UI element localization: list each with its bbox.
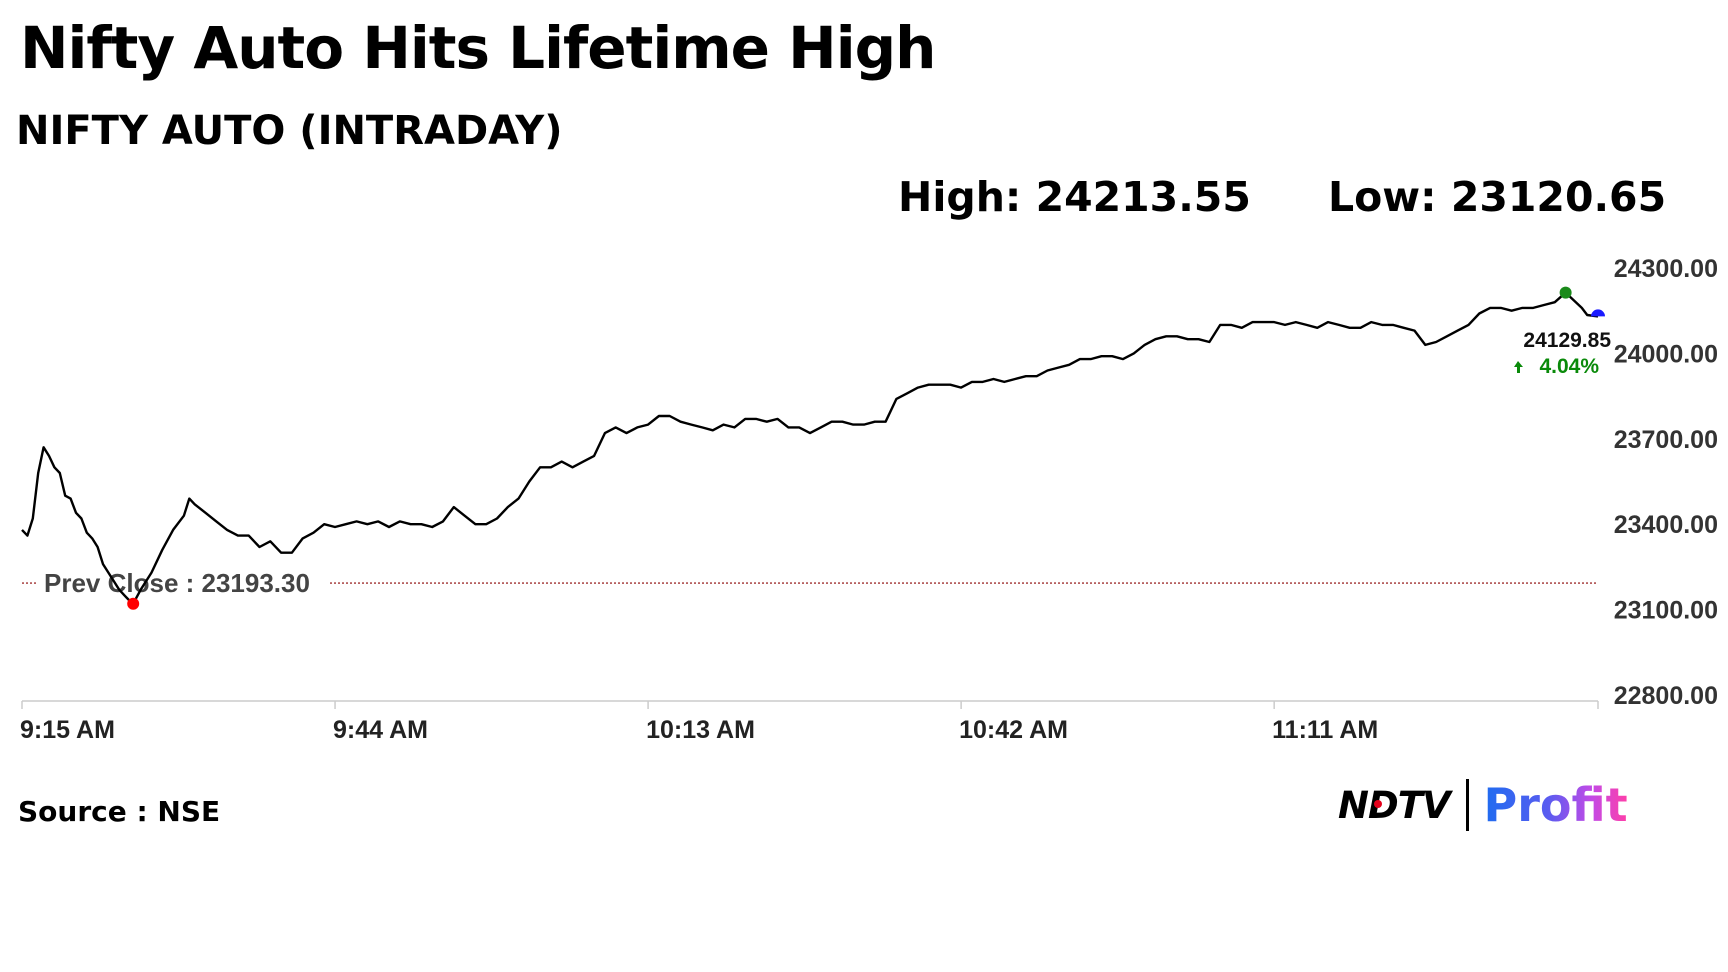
ndtv-wordmark-text: NDTV xyxy=(1338,783,1451,827)
last-value-label: 24129.85 xyxy=(1523,329,1611,352)
prev-close-label: Prev Close : 23193.30 xyxy=(44,568,310,598)
y-tick-label: 23400.00 xyxy=(1614,511,1718,539)
day-low-label: Low: 23120.65 xyxy=(1328,173,1667,221)
y-tick-label: 23100.00 xyxy=(1614,597,1718,625)
x-tick-label: 11:11 AM xyxy=(1272,716,1378,744)
x-tick-label: 10:13 AM xyxy=(646,716,755,744)
ndtv-wordmark: NDTV xyxy=(1338,783,1451,827)
logo-divider xyxy=(1466,779,1470,831)
up-arrow-icon xyxy=(1514,361,1523,373)
x-tick-label: 10:42 AM xyxy=(959,716,1068,744)
source-label: Source : NSE xyxy=(18,795,221,828)
y-tick-label: 22800.00 xyxy=(1614,682,1718,710)
day-low-marker xyxy=(127,597,140,610)
day-high-label: High: 24213.55 xyxy=(898,173,1251,221)
y-tick-label: 23700.00 xyxy=(1614,426,1718,454)
change-percent-label: 4.04% xyxy=(1539,355,1599,378)
profit-wordmark: Profit xyxy=(1483,778,1628,832)
x-tick-label: 9:44 AM xyxy=(333,716,428,744)
ndtv-profit-logo: NDTV Profit xyxy=(1338,778,1628,838)
x-tick-label: 9:15 AM xyxy=(20,716,115,744)
price-series-line xyxy=(21,291,1599,605)
y-tick-label: 24300.00 xyxy=(1614,255,1718,283)
prev-close-label-bg xyxy=(36,566,328,601)
page-title: Nifty Auto Hits Lifetime High xyxy=(20,14,936,82)
day-high-marker xyxy=(1559,286,1572,299)
last-price-marker xyxy=(1591,309,1605,317)
y-tick-label: 24000.00 xyxy=(1614,340,1718,368)
chart-subtitle: NIFTY AUTO (INTRADAY) xyxy=(16,108,563,154)
